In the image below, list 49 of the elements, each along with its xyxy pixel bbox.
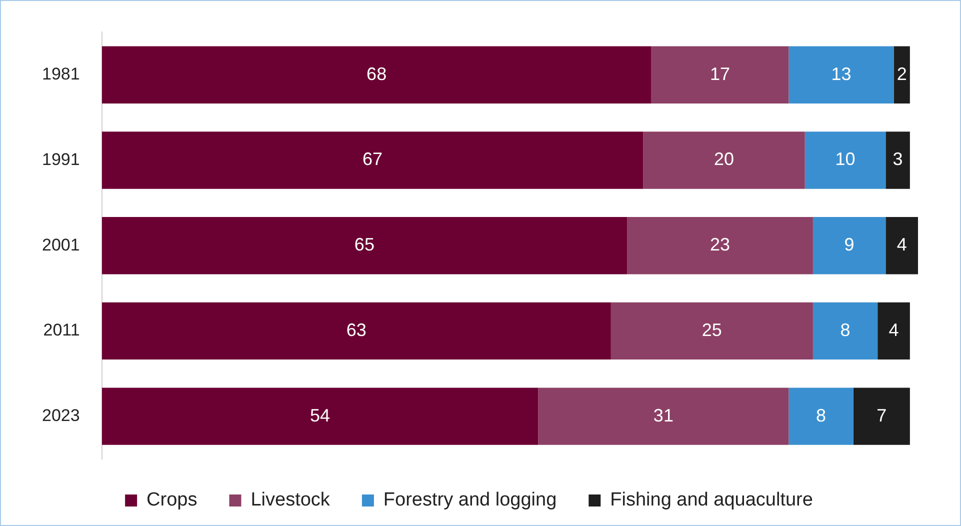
y-tick-label: 2023 <box>42 406 80 426</box>
bar <box>878 302 910 360</box>
data-label: 23 <box>710 234 730 255</box>
data-label: 68 <box>366 64 387 84</box>
bar <box>788 46 894 104</box>
bar <box>610 302 813 360</box>
data-label: 54 <box>310 405 330 426</box>
data-label: 7 <box>876 405 887 426</box>
data-label: 13 <box>831 64 852 84</box>
data-label: 4 <box>896 234 907 255</box>
legend-label: Forestry and logging <box>383 490 557 511</box>
data-label: 63 <box>346 320 366 340</box>
bar <box>886 132 910 189</box>
bar <box>102 132 644 189</box>
bar <box>812 217 886 274</box>
data-label: 67 <box>362 149 383 170</box>
bar <box>102 46 652 104</box>
y-tick-label: 2011 <box>43 320 80 340</box>
data-label: 25 <box>702 320 722 340</box>
data-label: 4 <box>888 320 899 340</box>
y-tick-label: 1981 <box>42 64 80 84</box>
data-label: 8 <box>840 320 850 340</box>
bar <box>894 46 910 104</box>
data-label: 65 <box>354 234 374 255</box>
legend-label: Crops <box>146 490 198 511</box>
bar <box>804 132 886 189</box>
data-label: 31 <box>653 405 674 426</box>
bar <box>853 388 910 445</box>
bar <box>102 217 628 274</box>
data-label: 9 <box>844 234 854 255</box>
bar <box>788 388 854 445</box>
bar <box>102 302 611 360</box>
data-label: 8 <box>816 405 826 426</box>
legend-label: Fishing and aquaculture <box>610 490 813 511</box>
bar <box>812 302 878 360</box>
y-tick-label: 1991 <box>42 150 80 169</box>
data-label: 17 <box>710 64 730 84</box>
data-label: 10 <box>835 149 856 170</box>
data-label: 3 <box>892 149 903 170</box>
data-label: 2 <box>896 64 907 84</box>
data-label: 20 <box>714 149 734 170</box>
bar <box>886 217 918 274</box>
legend-label: Livestock <box>250 490 330 511</box>
y-tick-label: 2001 <box>42 235 80 254</box>
bar <box>651 46 789 104</box>
bar <box>627 217 813 274</box>
bar <box>102 388 538 445</box>
bar <box>538 388 789 445</box>
bar <box>643 132 805 189</box>
